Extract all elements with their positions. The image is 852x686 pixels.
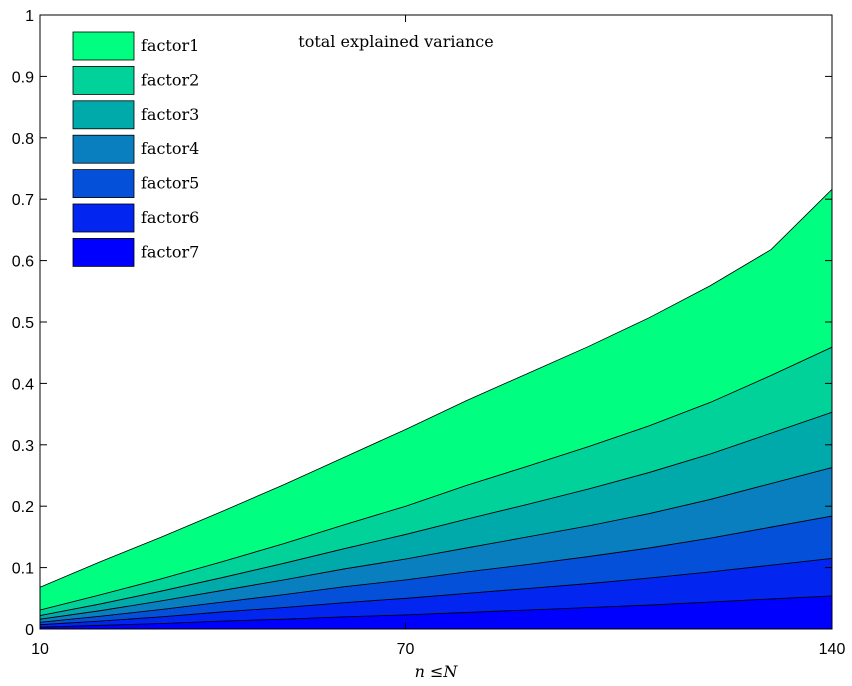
y-tick-label: 0.7: [12, 192, 34, 209]
legend-item-factor4: factor4: [72, 134, 199, 164]
y-tick-label: 0.2: [12, 499, 34, 516]
legend-swatch: [72, 100, 135, 130]
legend-item-factor6: factor6: [72, 203, 199, 233]
legend-swatch: [72, 134, 135, 164]
y-tick-label: 0.4: [12, 376, 34, 393]
y-tick-label: 0.8: [12, 131, 34, 148]
legend-item-factor3: factor3: [72, 100, 199, 130]
legend-label: factor7: [141, 242, 199, 261]
axis-ticks-group: [39, 14, 833, 630]
legend-item-factor5: factor5: [72, 169, 199, 199]
y-tick-label: 0: [25, 622, 34, 639]
legend-item-factor1: factor1: [72, 31, 199, 61]
x-axis-label: n ≤N: [415, 662, 459, 681]
legend-swatch: [72, 31, 135, 61]
legend-label: factor3: [141, 105, 199, 124]
legend: factor1 factor2 factor3 factor4 factor5 facto…: [72, 31, 199, 267]
y-tick-label: 0.9: [12, 69, 34, 86]
x-tick-label: 70: [397, 641, 415, 658]
x-tick-label: 140: [819, 641, 846, 658]
y-tick-label: 0.3: [12, 438, 34, 455]
legend-label: factor6: [141, 208, 199, 227]
y-tick-label: 1: [25, 8, 34, 25]
y-tick-label: 0.1: [12, 561, 34, 578]
legend-swatch: [72, 66, 135, 95]
legend-item-factor2: factor2: [72, 66, 199, 95]
y-tick-label: 0.5: [12, 315, 34, 332]
chart-title: total explained variance: [298, 32, 493, 51]
y-tick-label: 0.6: [12, 254, 34, 271]
legend-label: factor5: [141, 174, 199, 193]
legend-label: factor4: [141, 139, 199, 158]
legend-swatch: [72, 203, 135, 233]
legend-label: factor2: [141, 70, 199, 89]
legend-item-factor7: factor7: [72, 237, 199, 267]
legend-label: factor1: [141, 36, 199, 55]
tick-labels-group: 0 0.1 0.2 0.3 0.4 0.5 0.6 0.7 0.8 0.9 1 10 70 140: [12, 8, 846, 658]
x-tick-label: 10: [31, 641, 49, 658]
legend-swatch: [72, 169, 135, 199]
legend-swatch: [72, 237, 135, 267]
